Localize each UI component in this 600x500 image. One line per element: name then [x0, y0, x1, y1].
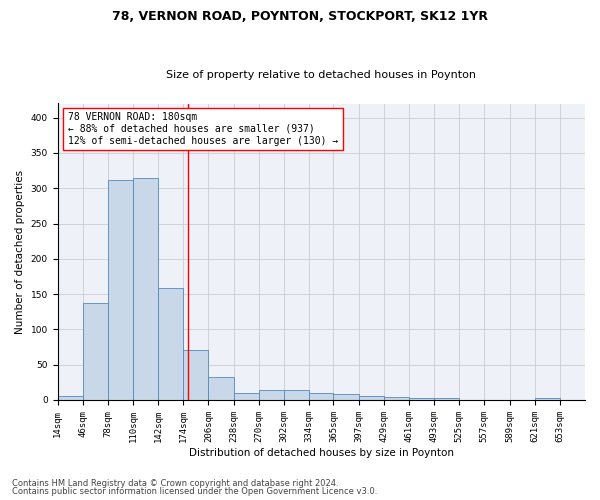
Bar — [184, 350, 208, 400]
Text: 78, VERNON ROAD, POYNTON, STOCKPORT, SK12 1YR: 78, VERNON ROAD, POYNTON, STOCKPORT, SK1… — [112, 10, 488, 23]
Bar — [384, 397, 409, 400]
Bar — [83, 304, 108, 400]
Text: 78 VERNON ROAD: 180sqm
← 88% of detached houses are smaller (937)
12% of semi-de: 78 VERNON ROAD: 180sqm ← 88% of detached… — [68, 112, 338, 146]
Bar — [334, 394, 359, 400]
Bar — [233, 393, 259, 400]
Bar — [284, 390, 309, 400]
Bar — [309, 393, 334, 400]
Title: Size of property relative to detached houses in Poynton: Size of property relative to detached ho… — [166, 70, 476, 81]
Text: Contains HM Land Registry data © Crown copyright and database right 2024.: Contains HM Land Registry data © Crown c… — [12, 478, 338, 488]
Y-axis label: Number of detached properties: Number of detached properties — [15, 170, 25, 334]
Bar — [535, 398, 560, 400]
Bar — [409, 398, 434, 400]
X-axis label: Distribution of detached houses by size in Poynton: Distribution of detached houses by size … — [189, 448, 454, 458]
Bar — [208, 376, 233, 400]
Bar — [58, 396, 83, 400]
Text: Contains public sector information licensed under the Open Government Licence v3: Contains public sector information licen… — [12, 487, 377, 496]
Bar — [359, 396, 384, 400]
Bar — [434, 398, 459, 400]
Bar — [259, 390, 284, 400]
Bar — [108, 180, 133, 400]
Bar — [158, 288, 184, 400]
Bar — [133, 178, 158, 400]
